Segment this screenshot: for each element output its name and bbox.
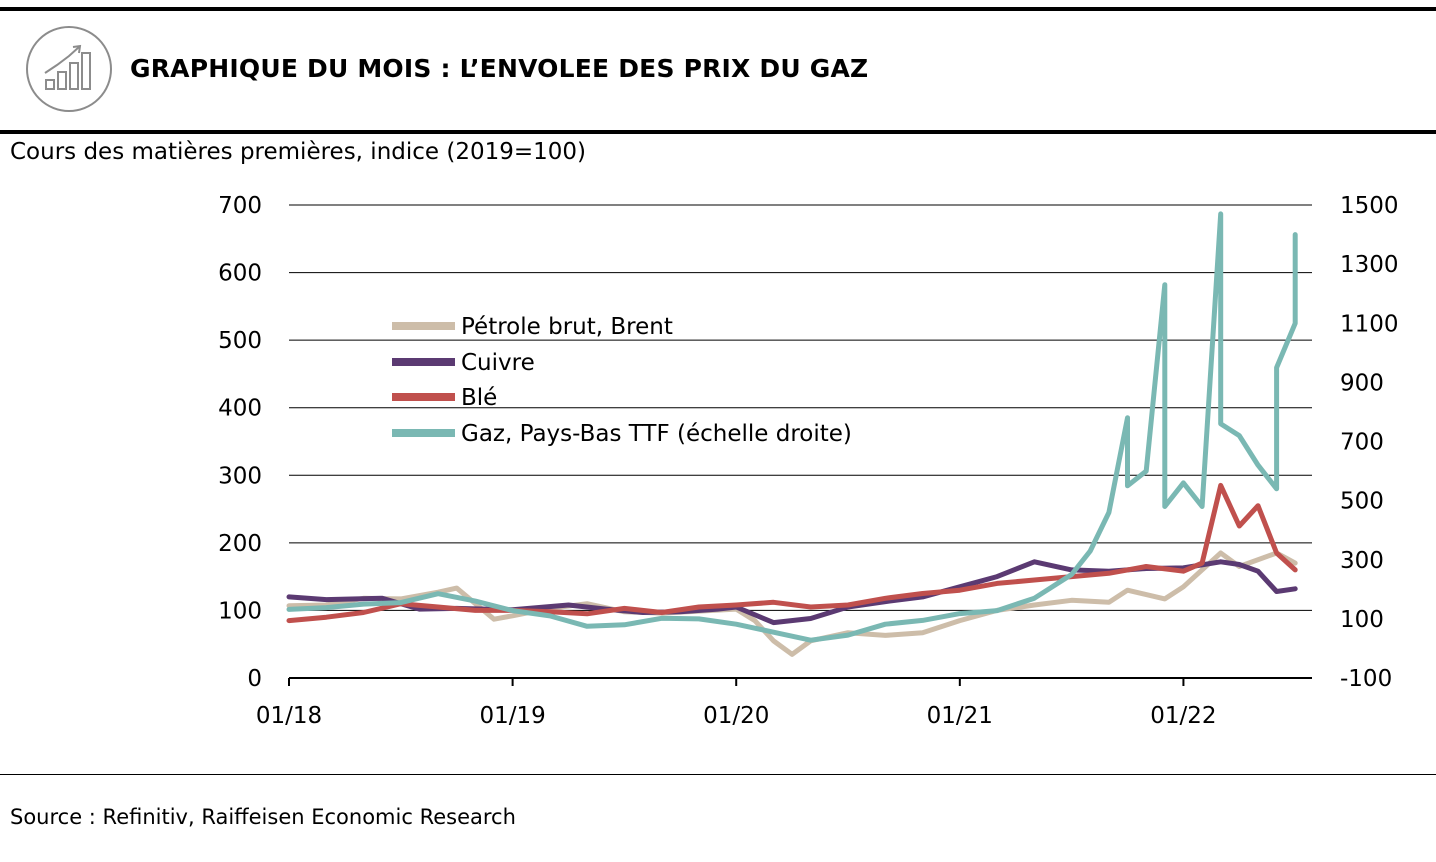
x-tick-label: 01/20 <box>703 703 769 729</box>
y-left-tick-label: 100 <box>218 598 262 624</box>
bar-chart-growth-icon <box>25 25 113 113</box>
y-right-tick-label: 1500 <box>1340 193 1399 219</box>
page-title: GRAPHIQUE DU MOIS : L’ENVOLEE DES PRIX D… <box>130 54 869 83</box>
y-left-tick-label: 200 <box>218 531 262 557</box>
y-left-tick-label: 500 <box>218 328 262 354</box>
x-tick-label: 01/19 <box>479 703 545 729</box>
x-tick-label: 01/21 <box>927 703 993 729</box>
y-right-tick-label: 300 <box>1340 548 1384 574</box>
y-right-tick-label: -100 <box>1340 666 1392 692</box>
y-left-tick-label: 0 <box>247 666 262 692</box>
series-lines <box>286 211 1298 657</box>
right-y-axis: -100 100 300 500 700 900 1100 1300 1500 <box>1340 193 1399 692</box>
legend-label: Blé <box>461 385 497 411</box>
series-line-4 <box>286 211 1298 643</box>
line-chart: 0 100 200 300 400 500 600 700 -100 100 300 500 700 9… <box>218 193 1399 729</box>
y-right-tick-label: 1300 <box>1340 252 1399 278</box>
gridlines <box>289 204 1312 611</box>
legend-label: Gaz, Pays-Bas TTF (échelle droite) <box>461 421 852 447</box>
title-rule <box>0 130 1436 134</box>
x-tick-label: 01/22 <box>1150 703 1216 729</box>
y-left-tick-label: 400 <box>218 396 262 422</box>
legend-label: Cuivre <box>461 350 535 376</box>
y-right-tick-label: 700 <box>1340 430 1384 456</box>
source-note: Source : Refinitiv, Raiffeisen Economic … <box>10 805 516 829</box>
x-tick-label: 01/18 <box>256 703 322 729</box>
y-right-tick-label: 1100 <box>1340 311 1399 337</box>
top-rule <box>0 7 1436 11</box>
legend: Pétrole brut, Brent Cuivre Blé Gaz, Pays-Ba… <box>392 314 852 447</box>
left-y-axis: 0 100 200 300 400 500 600 700 <box>218 193 262 692</box>
y-left-tick-label: 700 <box>218 193 262 219</box>
y-left-tick-label: 600 <box>218 261 262 287</box>
x-axis: 01/18 01/19 01/20 01/21 01/22 <box>256 677 1312 729</box>
footer-rule <box>0 774 1436 775</box>
series-line-3 <box>286 482 1298 624</box>
y-left-tick-label: 300 <box>218 463 262 489</box>
legend-label: Pétrole brut, Brent <box>461 314 673 340</box>
chart-subtitle: Cours des matières premières, indice (20… <box>10 139 587 165</box>
y-right-tick-label: 900 <box>1340 370 1384 396</box>
y-right-tick-label: 500 <box>1340 489 1384 515</box>
y-right-tick-label: 100 <box>1340 607 1384 633</box>
